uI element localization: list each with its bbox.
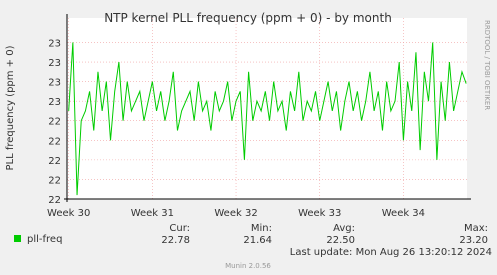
y-tick-label: 23 xyxy=(48,58,61,69)
summary-value: 23.20 xyxy=(459,235,488,246)
x-tick-label: Week 33 xyxy=(298,208,341,219)
legend-swatch xyxy=(14,235,21,242)
legend-label: pll-freq xyxy=(27,234,62,245)
summary-value: 21.64 xyxy=(243,235,272,246)
summary-header: Min: xyxy=(251,223,272,234)
x-tick-label: Week 34 xyxy=(382,208,425,219)
summary-header: Max: xyxy=(464,223,488,234)
x-tick-label: Week 30 xyxy=(47,208,90,219)
summary-header: Cur: xyxy=(169,223,190,234)
series-line xyxy=(68,42,467,196)
plot-area xyxy=(67,18,467,199)
y-tick-label: 22 xyxy=(48,117,61,128)
y-tick-label: 22 xyxy=(48,195,61,206)
y-tick-label: 22 xyxy=(48,136,61,147)
last-update: Last update: Mon Aug 26 13:20:12 2024 xyxy=(290,247,492,258)
footer: Munin 2.0.56 xyxy=(225,262,271,270)
x-tick-label: Week 32 xyxy=(214,208,257,219)
summary-value: 22.50 xyxy=(326,235,355,246)
y-tick-label: 23 xyxy=(48,78,61,89)
side-note: RRDTOOL / TOBI OETIKER xyxy=(483,20,491,110)
y-tick-label: 23 xyxy=(48,97,61,108)
y-tick-label: 23 xyxy=(48,38,61,49)
chart-title: NTP kernel PLL frequency (ppm + 0) - by … xyxy=(104,11,392,25)
y-tick-label: 22 xyxy=(48,156,61,167)
x-tick-label: Week 31 xyxy=(131,208,174,219)
summary-header: Avg: xyxy=(333,223,355,234)
y-tick-label: 22 xyxy=(48,175,61,186)
y-axis-label: PLL frequency (ppm + 0) xyxy=(5,45,16,170)
summary-value: 22.78 xyxy=(161,235,190,246)
